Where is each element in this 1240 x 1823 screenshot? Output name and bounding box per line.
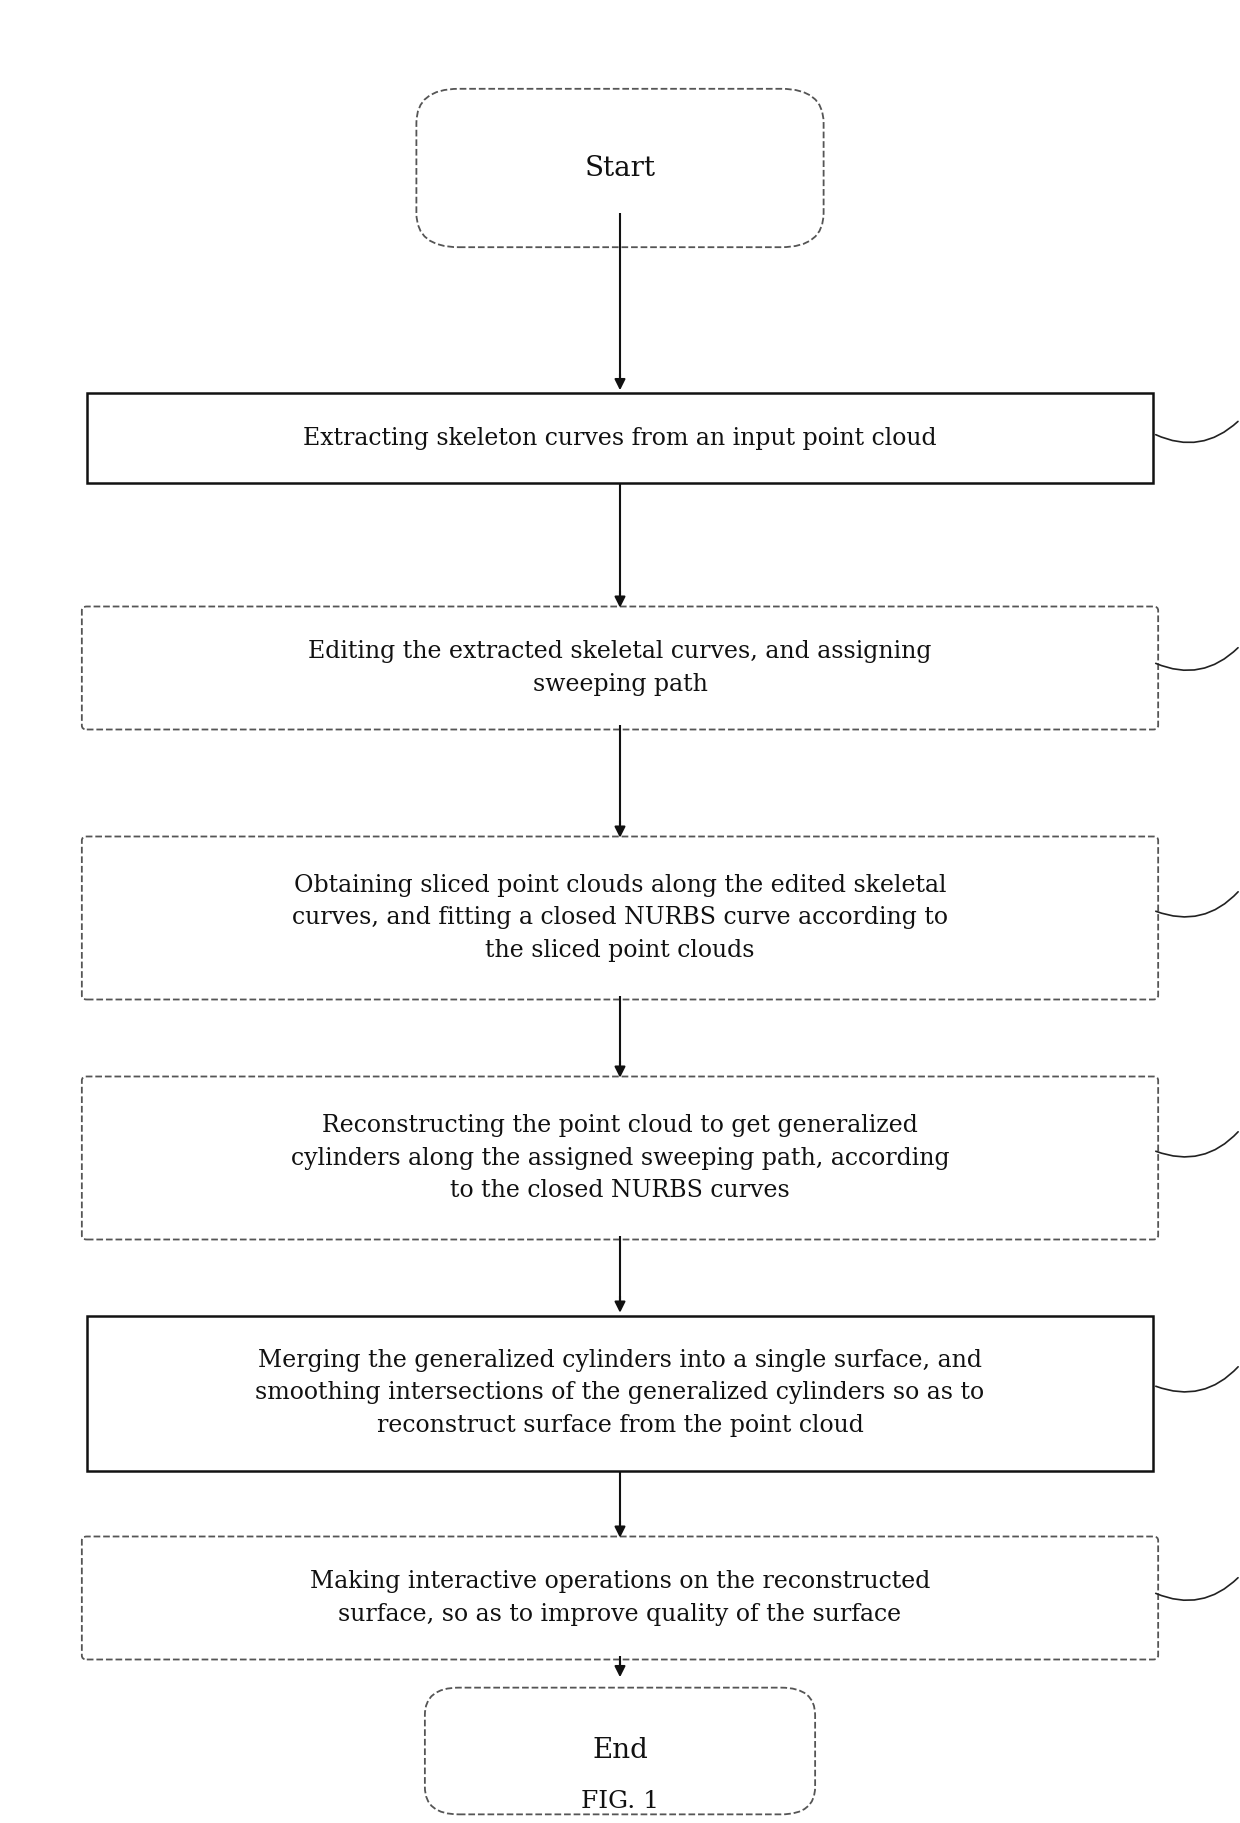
Text: FIG. 1: FIG. 1 — [582, 1790, 658, 1812]
Text: Making interactive operations on the reconstructed
surface, so as to improve qua: Making interactive operations on the rec… — [310, 1570, 930, 1626]
FancyBboxPatch shape — [417, 89, 823, 248]
Text: Reconstructing the point cloud to get generalized
cylinders along the assigned s: Reconstructing the point cloud to get ge… — [290, 1114, 950, 1203]
FancyBboxPatch shape — [82, 607, 1158, 729]
Bar — [87, 1316, 1153, 1471]
FancyBboxPatch shape — [82, 837, 1158, 999]
Text: End: End — [591, 1737, 649, 1765]
Text: Merging the generalized cylinders into a single surface, and
smoothing intersect: Merging the generalized cylinders into a… — [255, 1349, 985, 1437]
Text: Editing the extracted skeletal curves, and assigning
sweeping path: Editing the extracted skeletal curves, a… — [309, 640, 931, 696]
Text: Extracting skeleton curves from an input point cloud: Extracting skeleton curves from an input… — [304, 427, 936, 450]
Bar — [87, 394, 1153, 483]
FancyBboxPatch shape — [82, 1537, 1158, 1659]
FancyBboxPatch shape — [82, 1077, 1158, 1240]
FancyBboxPatch shape — [425, 1688, 815, 1814]
Text: Start: Start — [584, 155, 656, 182]
Text: Obtaining sliced point clouds along the edited skeletal
curves, and fitting a cl: Obtaining sliced point clouds along the … — [291, 873, 949, 963]
